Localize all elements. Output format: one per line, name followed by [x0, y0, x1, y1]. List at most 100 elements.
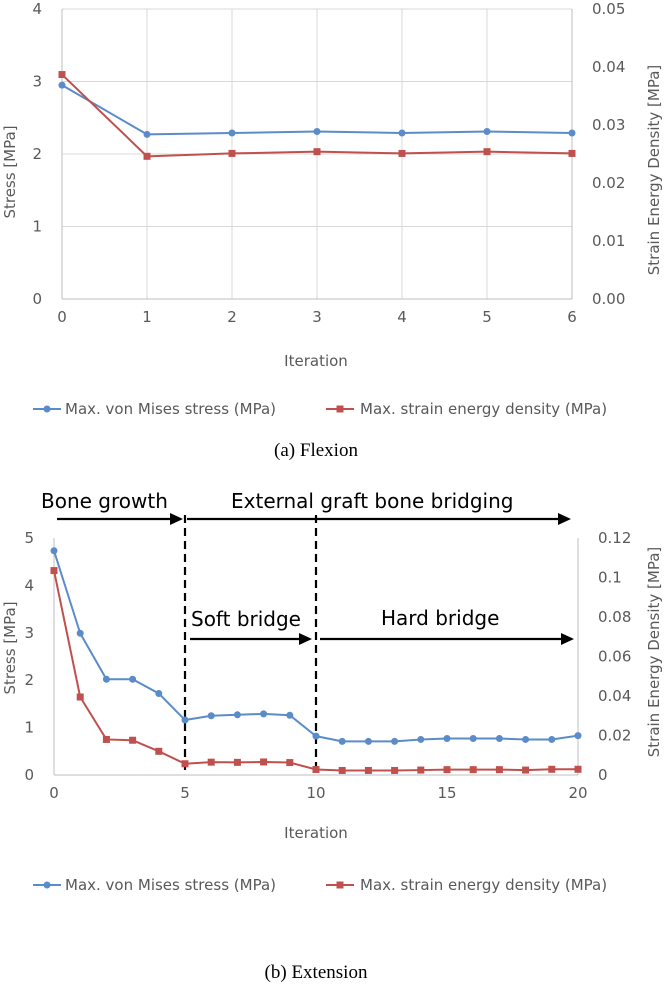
phase-dividers — [183, 515, 318, 775]
tick-labels: 0 5 10 15 20 0 1 2 3 4 5 0 0.02 0.04 0.06 0.08 0.1 0.12 — [24, 529, 631, 802]
stress-point — [548, 735, 556, 743]
y-tick-label: 2 — [32, 145, 42, 163]
arrow-soft-bridge-head — [299, 633, 312, 645]
stress-point — [286, 711, 294, 719]
sed-point — [143, 152, 151, 160]
legend-label-sed: Max. strain energy density (MPa) — [360, 876, 607, 894]
sed-point — [568, 149, 576, 157]
x-axis-title: Iteration — [284, 352, 348, 370]
series-lines — [58, 71, 576, 160]
annotation-bone-growth: Bone growth — [41, 489, 168, 513]
y2-tick-label: 0.05 — [592, 0, 625, 18]
x-tick-label: 5 — [482, 308, 492, 326]
stress-point — [568, 129, 576, 137]
x-tick-label: 20 — [568, 784, 587, 802]
sed-point — [548, 765, 556, 773]
stress-point — [364, 737, 372, 745]
stress-point — [522, 735, 530, 743]
y2-tick-label: 0.02 — [598, 727, 631, 745]
legend-marker-sed — [336, 881, 344, 889]
sed-point — [364, 766, 372, 774]
sed-point — [483, 148, 491, 156]
y-axis-title: Stress [MPa] — [1, 601, 19, 694]
arrow-bone-growth-head — [170, 513, 183, 525]
y2-tick-label: 0.1 — [598, 569, 622, 587]
y-tick-label: 4 — [32, 0, 42, 18]
annotation-hard-bridge: Hard bridge — [381, 606, 499, 630]
sed-point — [398, 149, 406, 157]
y2-tick-label: 0.12 — [598, 529, 631, 547]
y2-tick-label: 0.01 — [592, 232, 625, 250]
stress-point — [233, 711, 241, 719]
sed-point — [181, 760, 189, 768]
x-tick-label: 0 — [49, 784, 59, 802]
stress-point — [312, 732, 320, 740]
sed-point — [312, 765, 320, 773]
y2-axis-title: Strain Energy Density [MPa] — [645, 547, 663, 758]
y2-tick-label: 0.03 — [592, 116, 625, 134]
x-tick-label: 15 — [437, 784, 456, 802]
y-tick-label: 2 — [24, 671, 34, 689]
stress-point — [313, 128, 321, 136]
x-axis-title: Iteration — [284, 824, 348, 842]
y-tick-label: 0 — [24, 766, 34, 784]
x-tick-label: 4 — [397, 308, 407, 326]
y2-tick-label: 0 — [598, 766, 608, 784]
stress-point — [58, 81, 66, 89]
sed-point — [522, 766, 530, 774]
legend: Max. von Mises stress (MPa) Max. strain … — [33, 400, 607, 418]
x-tick-label: 10 — [306, 784, 325, 802]
stress-point — [338, 737, 346, 745]
sed-point — [574, 765, 582, 773]
sed-point — [129, 736, 137, 744]
sed-point — [58, 71, 66, 79]
sed-point — [102, 735, 110, 743]
stress-point — [574, 732, 582, 740]
y-tick-label: 1 — [24, 719, 34, 737]
x-tick-label: 2 — [227, 308, 237, 326]
legend-marker-sed — [336, 405, 344, 413]
stress-point — [102, 675, 110, 683]
chart-caption: (b) Extension — [265, 962, 368, 983]
y-tick-label: 1 — [32, 218, 42, 236]
chart-extension: 0 5 10 15 20 0 1 2 3 4 5 0 0.02 0.04 0.06 0.08 0.1 0.12 B… — [1, 489, 663, 983]
stress-point — [129, 675, 137, 683]
annotation-soft-bridge: Soft bridge — [191, 607, 301, 631]
tick-labels: 0 1 2 3 4 5 6 0 1 2 3 4 0.00 0.01 0.02 0.03 0.04 0.05 — [32, 0, 625, 326]
sed-point — [417, 766, 425, 774]
stress-point — [207, 712, 215, 720]
x-tick-label: 3 — [312, 308, 322, 326]
x-tick-label: 1 — [142, 308, 152, 326]
y2-tick-label: 0.04 — [598, 687, 631, 705]
chart-flexion: 0 1 2 3 4 5 6 0 1 2 3 4 0.00 0.01 0.02 0.03 0.04 0.05 Ite… — [1, 0, 663, 461]
arrow-hard-bridge-head — [561, 633, 574, 645]
sed-point — [443, 766, 451, 774]
sed-point — [313, 148, 321, 156]
stress-point — [155, 689, 163, 697]
legend-marker-stress — [43, 405, 51, 413]
series-lines — [50, 547, 582, 774]
stress-point — [469, 735, 477, 743]
x-tick-label: 6 — [567, 308, 577, 326]
sed-point — [286, 759, 294, 767]
sed-point — [391, 766, 399, 774]
y2-axis-title: Strain Energy Density [MPa] — [645, 65, 663, 276]
legend: Max. von Mises stress (MPa) Max. strain … — [33, 876, 607, 894]
sed-point — [469, 766, 477, 774]
sed-point — [207, 758, 215, 766]
y-tick-label: 3 — [32, 73, 42, 91]
y-tick-label: 3 — [24, 624, 34, 642]
stress-point — [181, 716, 189, 724]
stress-point — [143, 130, 151, 138]
x-tick-label: 5 — [180, 784, 190, 802]
stress-point — [50, 547, 58, 555]
stress-point — [260, 710, 268, 718]
y-tick-label: 5 — [24, 529, 34, 547]
arrow-external-bridging-head — [558, 513, 571, 525]
y2-tick-label: 0.08 — [598, 608, 631, 626]
stress-point — [483, 128, 491, 136]
sed-point — [76, 693, 84, 701]
y2-tick-label: 0.02 — [592, 174, 625, 192]
sed-point — [155, 747, 163, 755]
